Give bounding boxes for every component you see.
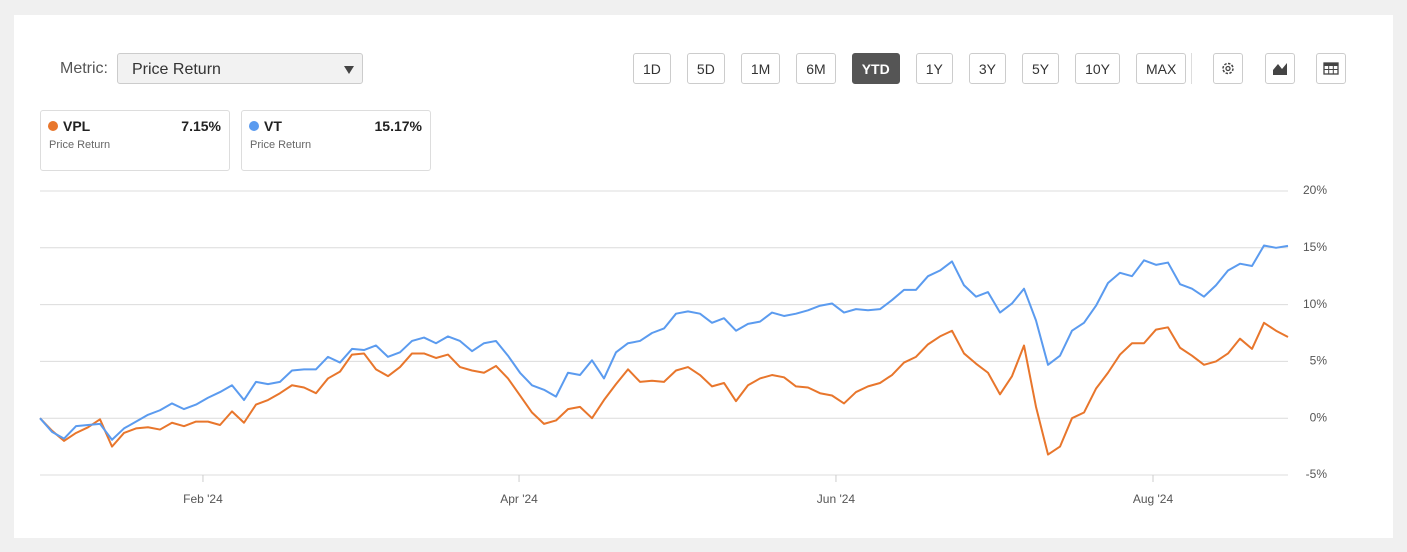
gear-icon	[1222, 62, 1234, 75]
range-button[interactable]: MAX	[1136, 53, 1187, 84]
metric-dropdown[interactable]: Price Return	[117, 53, 363, 84]
series-line	[39, 321, 1289, 456]
legend-dot	[48, 121, 58, 131]
area-icon	[1273, 63, 1287, 75]
range-button[interactable]: 1Y	[915, 53, 953, 84]
y-tick-label: 20%	[1303, 183, 1327, 197]
y-tick-label: 15%	[1303, 240, 1327, 254]
y-tick-label: 0%	[1310, 410, 1328, 424]
panel	[14, 15, 1393, 538]
table-button[interactable]	[1316, 53, 1346, 84]
range-button[interactable]: YTD	[851, 53, 900, 84]
x-tick-label: Feb '24	[183, 492, 223, 506]
legend-name: VPL	[63, 118, 91, 134]
legend-name: VT	[264, 118, 282, 134]
table-icon	[1323, 62, 1339, 75]
legend-card: VPL 7.15% Price Return	[40, 110, 230, 171]
range-button[interactable]: 5Y	[1021, 53, 1060, 84]
chart-type-button[interactable]	[1265, 53, 1295, 84]
range-button[interactable]: 5D	[686, 53, 725, 84]
metric-value: Price Return	[132, 61, 221, 78]
dropdown-arrow	[344, 66, 354, 74]
legend-value: 15.17%	[374, 118, 422, 134]
legend-card: VT 15.17% Price Return	[241, 110, 431, 171]
range-button[interactable]: 10Y	[1075, 53, 1121, 84]
y-tick-label: -5%	[1306, 467, 1328, 481]
separator	[1191, 53, 1192, 84]
range-button[interactable]: 1D	[633, 53, 671, 84]
legend-value: 7.15%	[181, 118, 221, 134]
metric-label: Metric:	[60, 60, 108, 77]
range-buttons: 1D 5D 1M 6M YTD 1Y 3Y 5Y 10Y MAX	[633, 53, 1187, 84]
y-tick-label: 10%	[1303, 297, 1327, 311]
x-tick-label: Apr '24	[500, 492, 538, 506]
settings-button[interactable]	[1213, 53, 1243, 84]
range-button[interactable]: 6M	[796, 53, 836, 84]
legend-metric: Price Return	[49, 139, 111, 151]
x-tick-label: Jun '24	[817, 492, 856, 506]
legend-metric: Price Return	[250, 139, 312, 151]
y-tick-label: 5%	[1310, 354, 1328, 368]
legend-dot	[249, 121, 259, 131]
range-button[interactable]: 1M	[740, 53, 781, 84]
series-line	[39, 244, 1289, 441]
range-button[interactable]: 3Y	[968, 53, 1006, 84]
x-tick-label: Aug '24	[1133, 492, 1174, 506]
